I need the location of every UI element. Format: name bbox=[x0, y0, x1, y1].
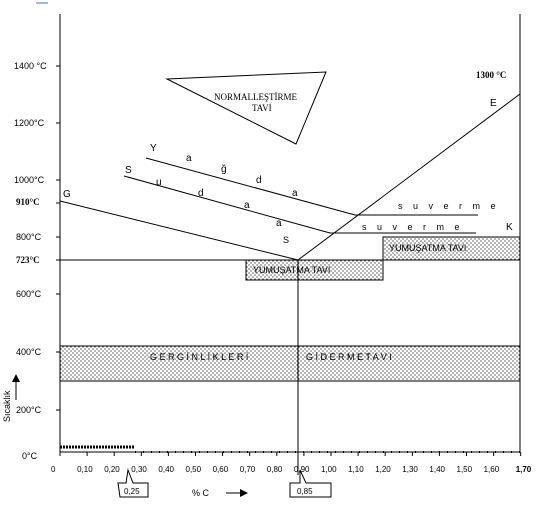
quench-label-upper: s u v e r m e bbox=[398, 201, 500, 211]
water-quench-line-upper bbox=[145, 157, 356, 216]
stress-relief-label-left: G E R G İ N L İ K L E R İ bbox=[150, 352, 248, 362]
y-label-1200: 1200°C bbox=[14, 118, 45, 128]
point-e-label: E bbox=[490, 98, 497, 109]
x-tick-label-9: 0,90 bbox=[294, 465, 310, 474]
x-tick-label-16: 1,60 bbox=[484, 465, 500, 474]
x-tick-label-1: 0,10 bbox=[77, 465, 93, 474]
x-tick-label-8: 0,80 bbox=[267, 465, 283, 474]
x-tick-labels: 0 0,10 0,20 0,30 0,40 0,50 0,60 0,70 0,80 0,90 1,0… bbox=[51, 465, 532, 474]
callout-085-text: 0,85 bbox=[297, 487, 313, 496]
x-tick-label-7: 0,70 bbox=[240, 465, 256, 474]
x-tick-label-5: 0,50 bbox=[186, 465, 202, 474]
stress-relief-label-right: G İ D E R M E T A V I bbox=[306, 352, 392, 362]
quench-label-lower: s u v e r m e bbox=[362, 222, 464, 232]
y-label-600: 600°C bbox=[16, 289, 42, 299]
callout-085-box bbox=[289, 469, 332, 498]
water-letter-u: u bbox=[156, 177, 162, 188]
y-axis-title: Sıcaklık bbox=[2, 390, 12, 422]
water-letter-a1: a bbox=[244, 200, 250, 211]
x-tick-label-17: 1,70 bbox=[516, 465, 532, 474]
y-tick-marks bbox=[56, 65, 60, 411]
oil-letter-d: d bbox=[256, 175, 262, 186]
normalizing-triangle bbox=[165, 71, 327, 145]
x-tick-label-3: 0,30 bbox=[131, 465, 147, 474]
x-tick-label-11: 1,10 bbox=[348, 465, 364, 474]
x-tick-label-2: 0,20 bbox=[104, 465, 120, 474]
x-tick-label-10: 1,00 bbox=[321, 465, 337, 474]
water-letter-a2: a bbox=[276, 218, 282, 229]
oil-letter-a2: a bbox=[292, 188, 298, 199]
point-k-label: K bbox=[506, 222, 513, 233]
callout-025-text: 0,25 bbox=[124, 487, 140, 496]
y-label-1400: 1400 °C bbox=[14, 61, 47, 71]
stress-relief-band bbox=[59, 345, 521, 382]
softening-label-upper: YUMUŞATMA TAVI bbox=[389, 243, 466, 253]
normalizing-label-line1: NORMALLEŞTİRME bbox=[214, 92, 298, 102]
y-label-800: 800°C bbox=[16, 232, 42, 242]
x-tick-label-0: 0 bbox=[51, 465, 56, 474]
y-label-723: 723°C bbox=[16, 255, 40, 265]
temp-1300-label: 1300 °C bbox=[476, 70, 506, 80]
point-s-label: S bbox=[283, 235, 289, 245]
gs-line bbox=[59, 200, 299, 261]
softening-label-lower: YUMUŞATMA TAVI bbox=[253, 265, 330, 275]
x-tick-label-12: 1,20 bbox=[375, 465, 391, 474]
y-label-400: 400°C bbox=[16, 347, 42, 357]
water-quench-line-lower bbox=[123, 175, 331, 234]
y-label-1000: 1000°C bbox=[14, 175, 45, 185]
water-letter-s: S bbox=[125, 165, 132, 176]
x-tick-marks bbox=[59, 452, 522, 456]
x-tick-label-15: 1,50 bbox=[457, 465, 473, 474]
water-letter-d: d bbox=[198, 188, 204, 199]
normalizing-label-line2: TAVI bbox=[252, 103, 272, 113]
y-label-910: 910°C bbox=[16, 197, 40, 207]
se-line bbox=[297, 93, 521, 261]
x-tick-label-4: 0,40 bbox=[158, 465, 174, 474]
y-label-0: 0°C bbox=[22, 451, 38, 461]
y-label-200: 200°C bbox=[16, 405, 42, 415]
point-g-label: G bbox=[63, 189, 71, 200]
x-axis-title: % C bbox=[192, 488, 210, 498]
x-tick-label-6: 0,60 bbox=[213, 465, 229, 474]
oil-letter-y: Y bbox=[150, 143, 157, 154]
oil-letter-a1: a bbox=[186, 153, 192, 164]
x-tick-label-14: 1,40 bbox=[429, 465, 445, 474]
callout-025-box bbox=[117, 468, 149, 498]
x-tick-label-13: 1,30 bbox=[402, 465, 418, 474]
oil-letter-g: ğ bbox=[221, 164, 227, 175]
